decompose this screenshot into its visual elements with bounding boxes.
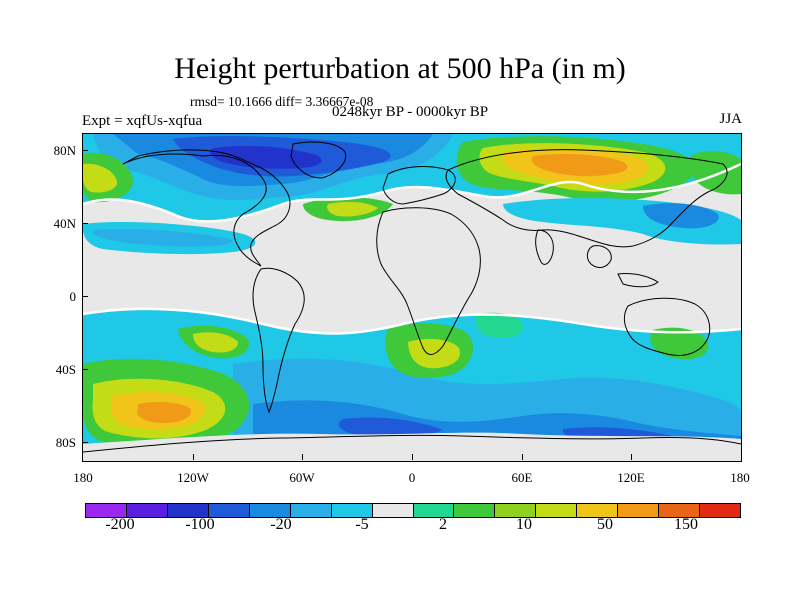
colorbar-segment (659, 504, 701, 517)
colorbar (85, 503, 741, 518)
x-tick-120w: 120W (177, 470, 209, 485)
y-tickmark (82, 369, 88, 370)
season-label: JJA (719, 111, 742, 127)
south-blue-darkest (338, 417, 443, 438)
ne-pacific-blue (643, 203, 719, 229)
y-tick-0: 0 (69, 289, 77, 304)
colorbar-label: -200 (105, 516, 135, 533)
colorbar-label: 50 (597, 516, 613, 533)
map-panel (82, 133, 742, 462)
colorbar-segment (290, 504, 332, 517)
x-tick-0: 0 (408, 470, 416, 485)
stats-text: rmsd= 10.1666 diff= 3.36667e-08 (190, 94, 374, 109)
colorbar-segment (208, 504, 250, 517)
y-tick-40s: 40S (55, 362, 76, 377)
colorbar-label: 2 (439, 516, 447, 533)
map-title: Height perturbation at 500 hPa (in m) (174, 52, 626, 85)
colorbar-segment (372, 504, 414, 517)
colorbar-label: 10 (516, 516, 532, 533)
experiment-label: Expt = xqfUs-xqfua (82, 113, 203, 129)
siberia-high-core (531, 154, 628, 177)
zero-contour-south (83, 307, 741, 335)
nw-pacific-yellow (83, 163, 118, 193)
n-atlantic-yellow (327, 201, 378, 217)
colorbar-segment (249, 504, 291, 517)
s-pacific-core (137, 401, 192, 424)
x-tickmark (302, 454, 303, 460)
x-tick-180w: 180 (73, 470, 93, 485)
colorbar-label: -5 (355, 516, 369, 533)
colorbar-segment (618, 504, 660, 517)
se-pacific-yellow (193, 332, 238, 353)
period-label: 0248kyr BP - 0000kyr BP (331, 104, 489, 120)
y-tick-40n: 40N (53, 216, 76, 231)
x-tick-120e: 120E (617, 470, 645, 485)
x-tick-60e: 60E (511, 470, 533, 485)
x-tickmark (522, 454, 523, 460)
x-tickmark (412, 454, 413, 460)
contour-map (83, 134, 741, 461)
x-tickmark (631, 454, 632, 460)
ne-pacific-green (688, 151, 741, 195)
colorbar-segment (126, 504, 168, 517)
colorbar-label: 150 (674, 516, 698, 533)
colorbar-segment (495, 504, 537, 517)
colorbar-label: -100 (185, 516, 215, 533)
colorbar-segment (700, 504, 740, 517)
x-tickmark (193, 454, 194, 460)
y-tick-80n: 80N (53, 143, 76, 158)
y-tickmark (82, 296, 88, 297)
colorbar-segment (86, 504, 127, 517)
sw-pacific-green (650, 327, 709, 360)
indian-ocean-green (475, 312, 523, 338)
colorbar-segment (577, 504, 619, 517)
y-tickmark (82, 442, 88, 443)
y-tickmark (82, 150, 88, 151)
colorbar-segment (167, 504, 209, 517)
y-tickmark (82, 223, 88, 224)
n-tropic-blue-west-inner (93, 229, 233, 247)
colorbar-label: -20 (270, 516, 292, 533)
colorbar-segment (454, 504, 496, 517)
zero-contour-north (83, 162, 741, 223)
colorbar-segment (331, 504, 373, 517)
antarctic-neutral (83, 432, 741, 461)
x-tick-60w: 60W (289, 470, 315, 485)
coastlines (83, 141, 741, 453)
x-tick-180e: 180 (730, 470, 750, 485)
colorbar-segment (413, 504, 455, 517)
colorbar-segment (536, 504, 578, 517)
y-tick-80s: 80S (55, 435, 76, 450)
